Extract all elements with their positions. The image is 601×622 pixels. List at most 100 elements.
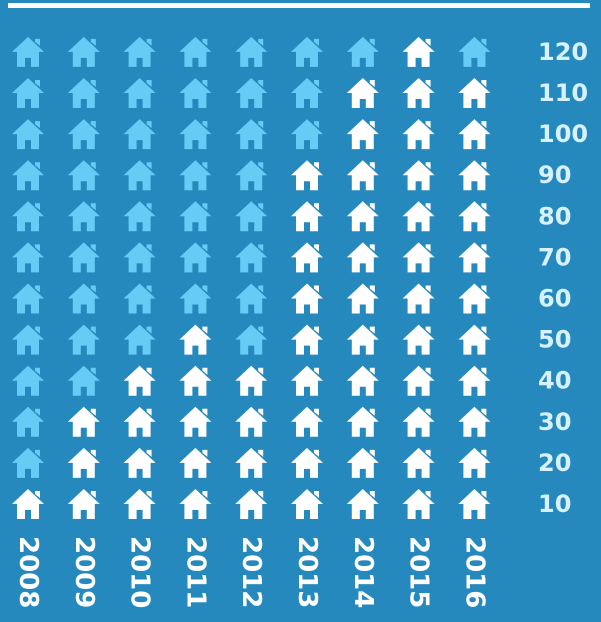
- house-icon-filled: [235, 489, 268, 519]
- house-icon-empty: [291, 119, 323, 150]
- house-icon-filled: [346, 119, 379, 150]
- top-rule: [8, 3, 590, 8]
- house-icon-filled: [402, 160, 435, 191]
- house-icon-filled: [458, 201, 491, 232]
- y-tick-label: 100: [538, 120, 588, 148]
- house-icon-empty: [67, 78, 100, 108]
- x-tick-label: 2008: [13, 536, 43, 608]
- house-icon-filled: [123, 447, 156, 478]
- house-icon-filled: [291, 406, 323, 437]
- house-icon-filled: [346, 489, 379, 519]
- house-icon-filled: [291, 489, 323, 519]
- house-icon-empty: [67, 324, 100, 355]
- house-icon-empty: [123, 36, 156, 67]
- house-icon-empty: [235, 119, 268, 150]
- x-tick-label: 2012: [236, 536, 266, 608]
- icon-grid: [12, 36, 491, 519]
- house-icon-empty: [179, 36, 212, 67]
- house-icon-filled: [402, 365, 435, 396]
- y-tick-label: 110: [538, 79, 588, 107]
- house-icon-empty: [123, 78, 156, 108]
- house-icon-empty: [123, 242, 156, 273]
- house-icon-empty: [12, 201, 44, 232]
- y-axis-ticks: 10 20 30 40 50 60 70 80 90 100 110 120: [538, 38, 588, 518]
- y-tick-label: 60: [538, 285, 571, 313]
- house-icon-filled: [346, 283, 379, 314]
- house-icon-filled: [12, 489, 44, 519]
- house-icon-empty: [12, 160, 44, 191]
- house-icon-empty: [179, 160, 212, 191]
- house-icon-empty: [235, 160, 268, 191]
- house-icon-filled: [402, 324, 435, 355]
- house-icon-filled: [402, 78, 435, 108]
- x-tick-label: 2010: [125, 536, 155, 608]
- house-icon-empty: [123, 119, 156, 150]
- house-icon-filled: [67, 406, 100, 437]
- house-icon-empty: [291, 78, 323, 108]
- house-icon-filled: [179, 447, 212, 478]
- house-icon-filled: [291, 365, 323, 396]
- house-icon-empty: [12, 447, 44, 478]
- house-icon-filled: [291, 201, 323, 232]
- house-icon-filled: [402, 119, 435, 150]
- house-icon-filled: [123, 489, 156, 519]
- house-icon-filled: [346, 447, 379, 478]
- house-icon-empty: [67, 119, 100, 150]
- house-icon-filled: [123, 406, 156, 437]
- house-icon-empty: [12, 324, 44, 355]
- house-icon-filled: [458, 283, 491, 314]
- house-icon-empty: [179, 283, 212, 314]
- house-icon-empty: [346, 36, 379, 67]
- house-icon-filled: [458, 447, 491, 478]
- house-icon-filled: [402, 242, 435, 273]
- x-axis-year-labels: 2008 2009 2010 2011 2012 2013 2014 2015 2016: [13, 536, 489, 608]
- house-icon-filled: [291, 447, 323, 478]
- y-tick-label: 20: [538, 449, 571, 477]
- house-icon-empty: [291, 36, 323, 67]
- house-icon-empty: [179, 242, 212, 273]
- x-tick-label: 2016: [459, 536, 489, 608]
- house-icon-filled: [179, 406, 212, 437]
- house-icon-empty: [235, 242, 268, 273]
- y-tick-label: 80: [538, 202, 571, 230]
- house-icon-filled: [402, 406, 435, 437]
- house-icon-filled: [346, 78, 379, 108]
- house-icon-filled: [402, 489, 435, 519]
- house-icon-empty: [67, 283, 100, 314]
- house-icon-filled: [291, 283, 323, 314]
- house-icon-filled: [346, 406, 379, 437]
- house-icon-filled: [458, 365, 491, 396]
- house-icon-empty: [123, 324, 156, 355]
- house-icon-filled: [402, 36, 435, 67]
- y-tick-label: 40: [538, 367, 571, 395]
- house-icon-filled: [235, 447, 268, 478]
- house-icon-empty: [12, 36, 44, 67]
- house-icon-empty: [123, 283, 156, 314]
- y-tick-label: 90: [538, 161, 571, 189]
- x-tick-label: 2013: [292, 536, 322, 608]
- house-icon-filled: [458, 489, 491, 519]
- house-icon-filled: [235, 406, 268, 437]
- house-icon-filled: [346, 324, 379, 355]
- house-icon-filled: [458, 119, 491, 150]
- house-icon-filled: [458, 324, 491, 355]
- house-icon-empty: [123, 201, 156, 232]
- house-icon-empty: [67, 160, 100, 191]
- house-icon-empty: [67, 242, 100, 273]
- house-icon-filled: [458, 406, 491, 437]
- house-icon-filled: [458, 160, 491, 191]
- house-icon-filled: [291, 242, 323, 273]
- house-icon-filled: [179, 489, 212, 519]
- house-icon-empty: [12, 78, 44, 108]
- x-tick-label: 2015: [404, 536, 434, 608]
- y-tick-label: 70: [538, 243, 571, 271]
- house-icon-empty: [179, 201, 212, 232]
- house-icon-filled: [402, 201, 435, 232]
- house-icon-filled: [346, 242, 379, 273]
- house-icon-empty: [123, 160, 156, 191]
- house-icon-empty: [235, 78, 268, 108]
- house-icon-empty: [12, 283, 44, 314]
- house-icon-filled: [458, 78, 491, 108]
- house-icon-filled: [402, 283, 435, 314]
